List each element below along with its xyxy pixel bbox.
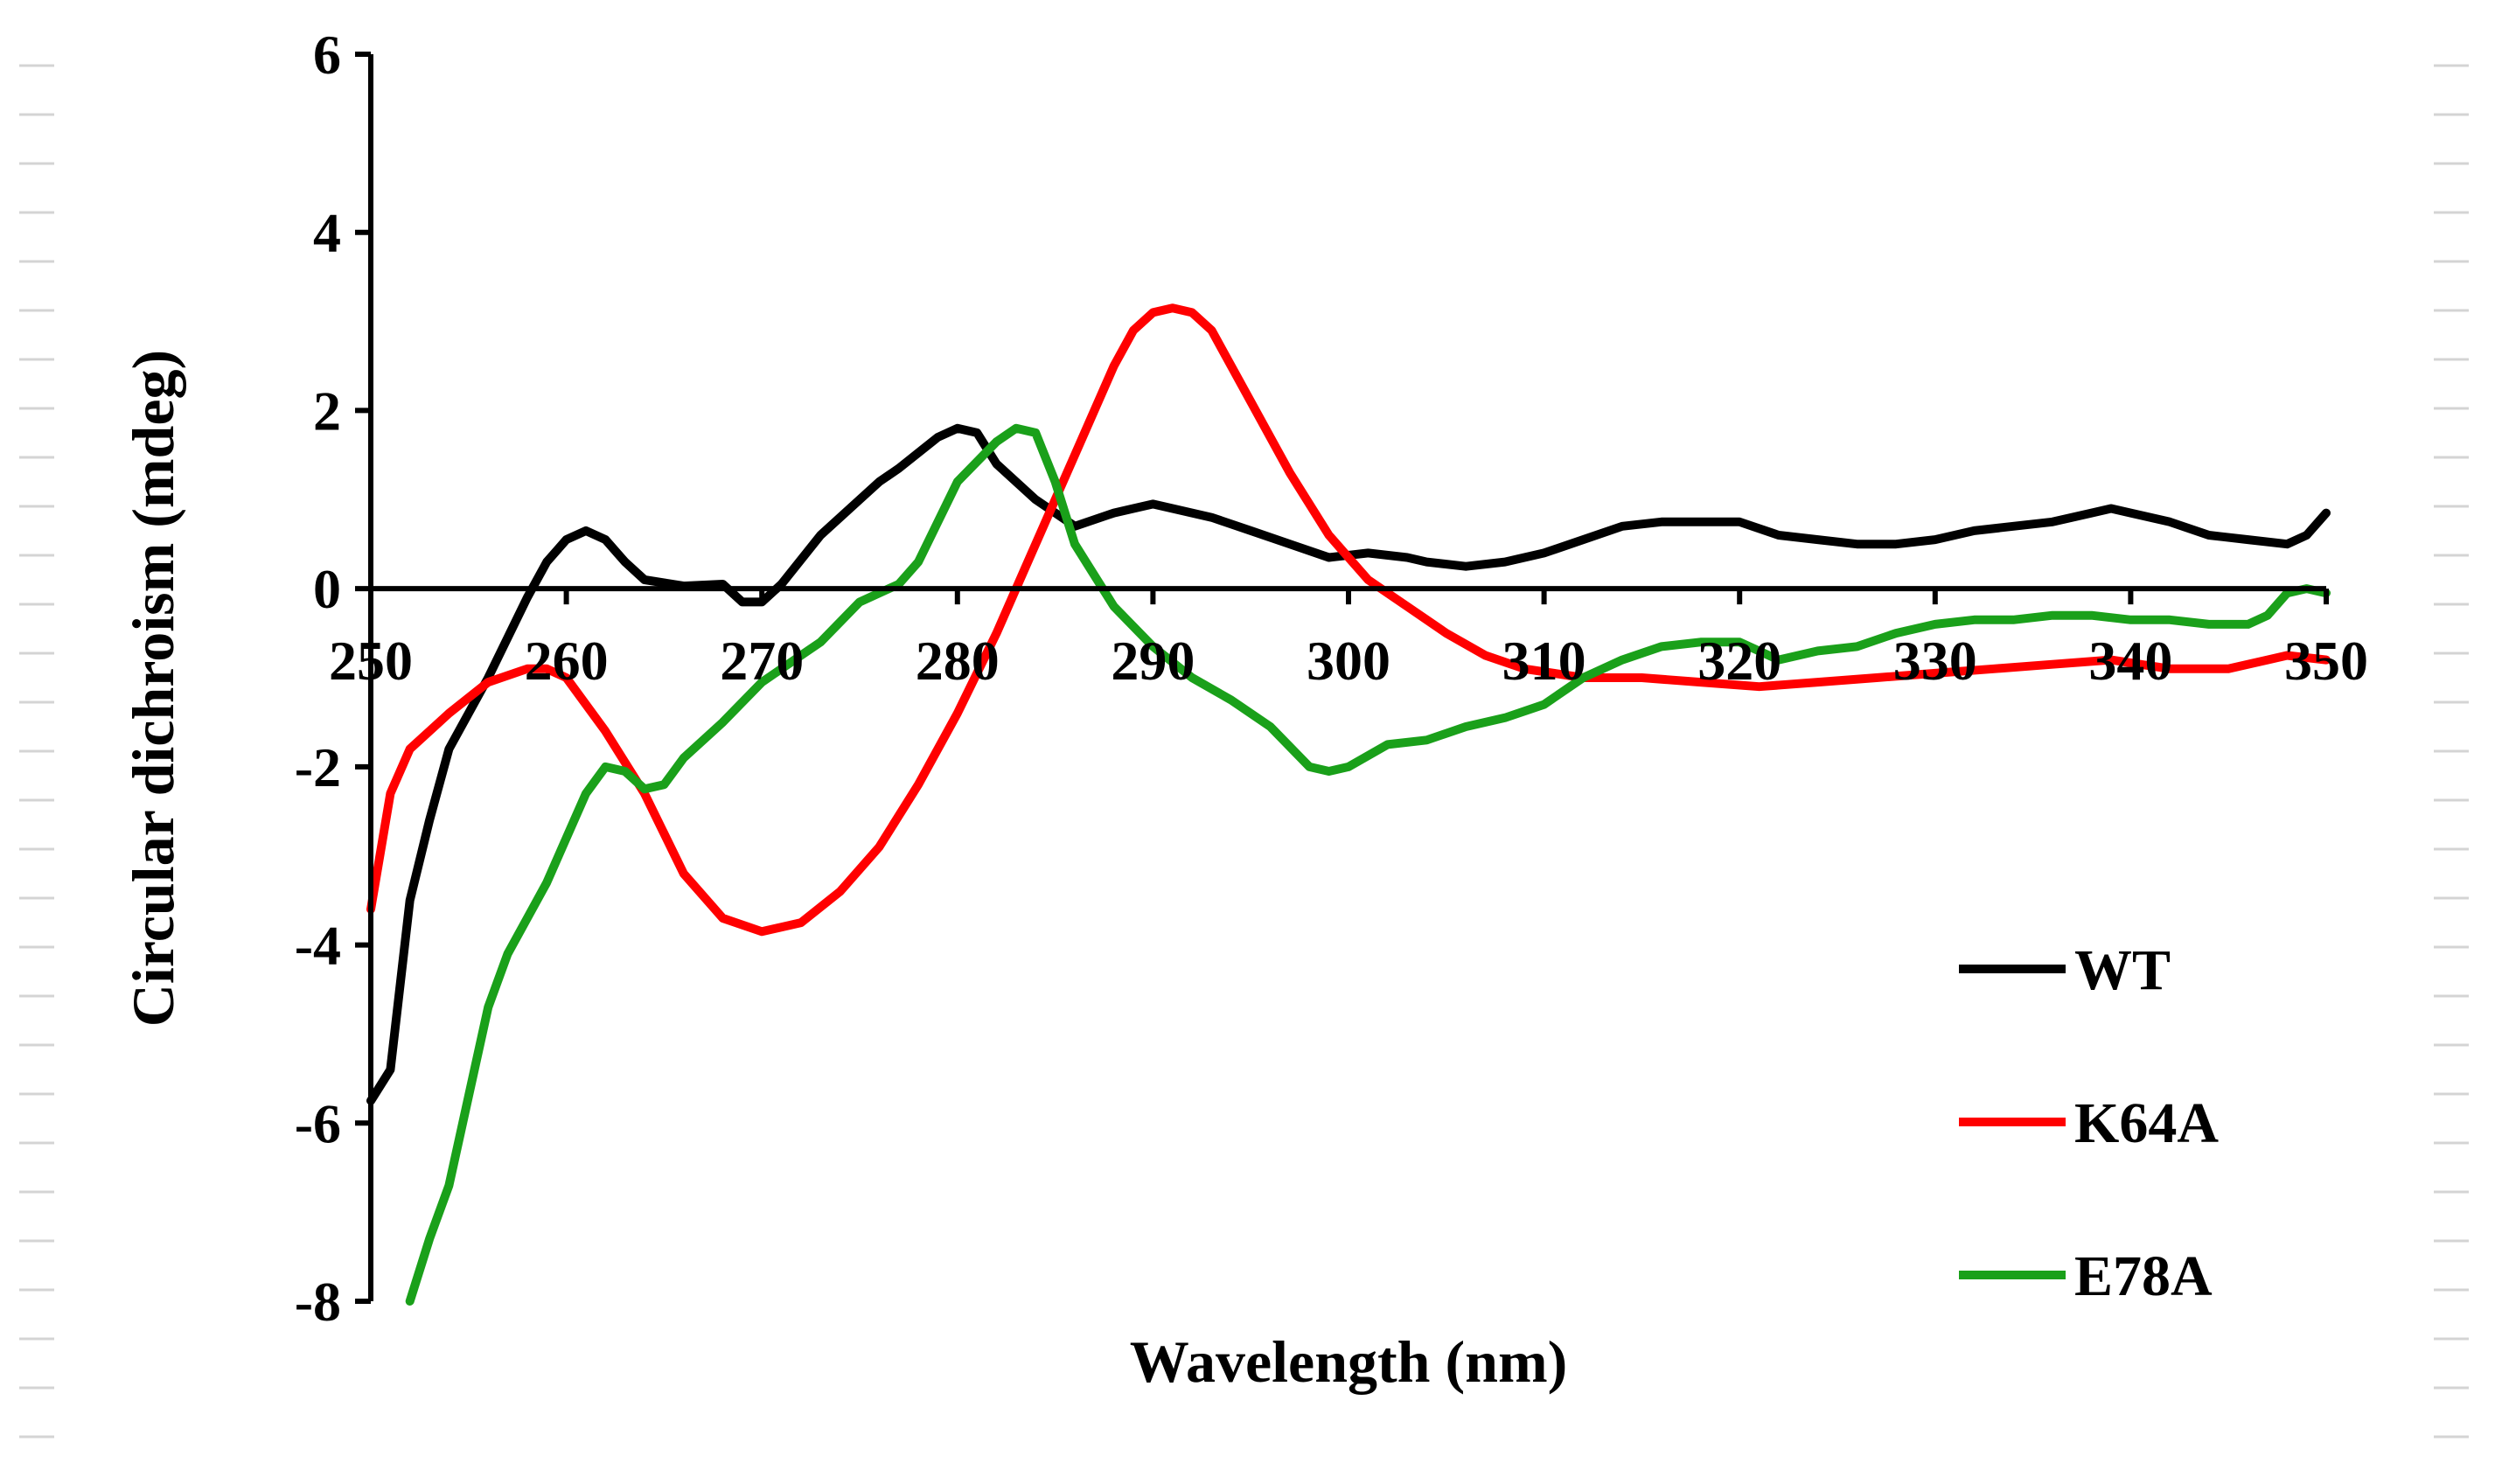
- legend-label-e78a: E78A: [2074, 1244, 2213, 1308]
- x-tick-label: 330: [1893, 630, 1977, 692]
- legend: WT K64A E78A: [1959, 938, 2219, 1308]
- ticks-layer: -8 -6 -4 -2 0 2 4 6 250 260 270 280 290 300 310 320 330 3…: [295, 24, 2368, 1333]
- y-axis-title: Circular dichroism (mdeg): [120, 350, 186, 1027]
- series-line-wt: [366, 423, 2331, 1105]
- x-tick-label: 340: [2088, 630, 2172, 692]
- y-tick-label: 2: [313, 380, 341, 442]
- y-tick-label: -2: [295, 736, 341, 798]
- x-tick-label: 250: [329, 630, 413, 692]
- y-tick-label: -4: [295, 915, 341, 977]
- x-tick-label: 280: [916, 630, 1000, 692]
- x-tick-label: 350: [2284, 630, 2368, 692]
- x-tick-label: 270: [720, 630, 804, 692]
- x-tick-label: 300: [1307, 630, 1390, 692]
- x-axis-title: Wavelength (nm): [1130, 1328, 1568, 1395]
- series-layer: [366, 303, 2331, 1306]
- y-tick-label: 4: [313, 202, 341, 264]
- decorative-dashes: [19, 64, 2469, 1439]
- x-tick-label: 320: [1697, 630, 1781, 692]
- x-tick-label: 290: [1111, 630, 1195, 692]
- y-tick-label: 6: [313, 24, 341, 86]
- y-tick-label: -6: [295, 1092, 341, 1154]
- series-line-e78a: [405, 423, 2331, 1306]
- y-tick-label: 0: [313, 558, 341, 620]
- legend-label-k64a: K64A: [2074, 1091, 2219, 1155]
- series-line-k64a: [366, 303, 2331, 937]
- x-tick-label: 310: [1502, 630, 1586, 692]
- x-tick-label: 260: [525, 630, 609, 692]
- legend-label-wt: WT: [2074, 938, 2171, 1002]
- y-tick-label: -8: [295, 1271, 341, 1333]
